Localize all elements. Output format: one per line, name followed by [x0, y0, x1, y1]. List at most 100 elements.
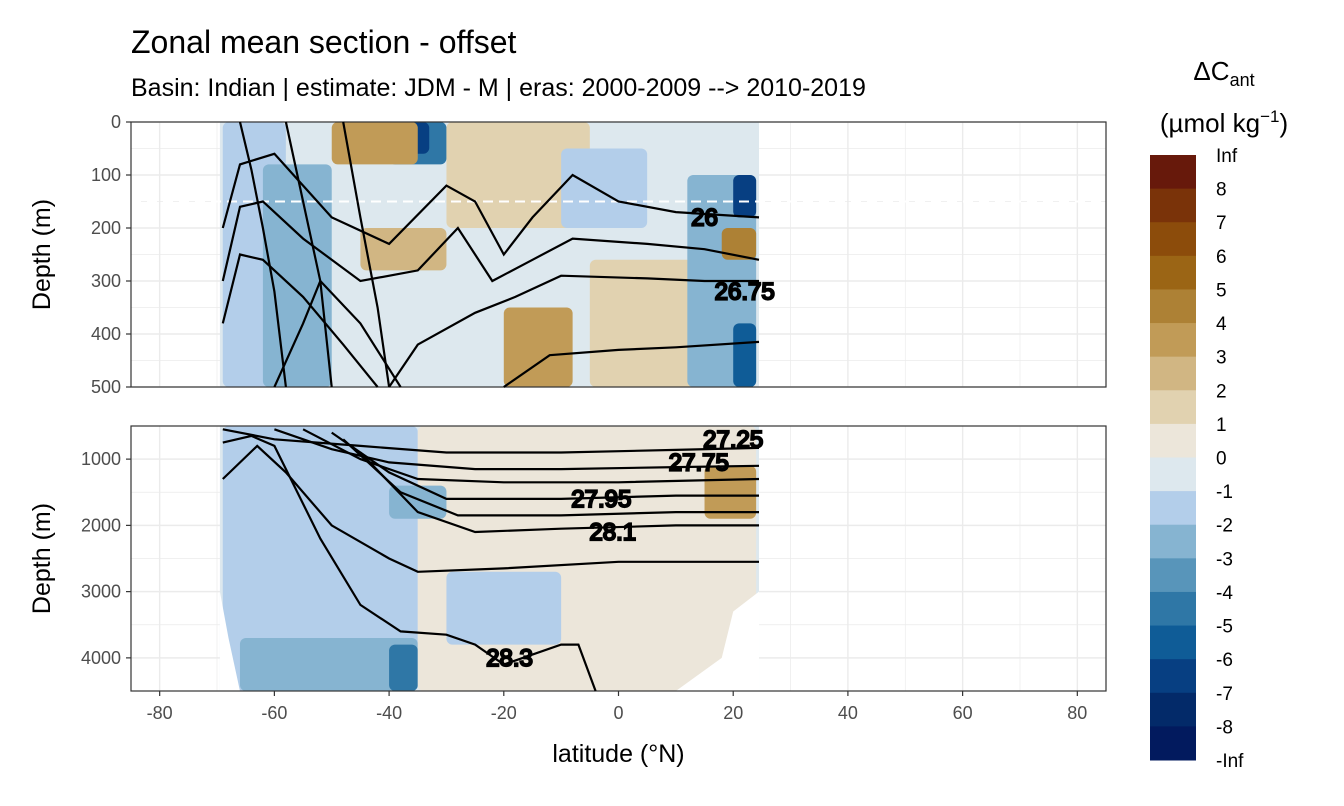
panel-upper: 0 100 200 300 400 500 Depth (m): [28, 112, 1107, 397]
field-patch: [589, 259, 705, 387]
legend-swatch: [1150, 423, 1196, 458]
legend-swatch: [1150, 222, 1196, 257]
legend-tick-label: -3: [1216, 549, 1233, 570]
x-tick-label: 0: [613, 703, 623, 723]
x-tick-label: 20: [723, 703, 743, 723]
legend-swatch: [1150, 491, 1196, 526]
contour-line: [342, 121, 391, 388]
x-tick-label: 40: [838, 703, 858, 723]
y-tick-label: 3000: [81, 582, 121, 602]
field-patch: [733, 175, 757, 218]
y-tick-label: 0: [111, 112, 121, 132]
legend-tick-label: 2: [1216, 381, 1227, 402]
legend-swatch: [1150, 155, 1196, 190]
x-axis: -80 -60 -40 -20 0 20 40 60 80 latitude (°N): [147, 691, 1087, 768]
legend-swatch: [1150, 558, 1196, 593]
legend-swatch: [1150, 356, 1196, 391]
legend-tick-label: -8: [1216, 717, 1233, 738]
topography-mask: [675, 591, 760, 691]
field-patch: [222, 426, 418, 691]
legend-swatch: [1150, 524, 1196, 559]
topography-mask: [219, 591, 240, 691]
legend-tick-label: 0: [1216, 449, 1227, 470]
legend-tick-label: 7: [1216, 213, 1227, 234]
legend-swatch: [1150, 255, 1196, 290]
field-patch: [331, 122, 418, 165]
contour-line: [222, 434, 597, 692]
contour-line: [388, 274, 759, 388]
x-tick-label: -60: [261, 703, 287, 723]
legend-tick-label: 5: [1216, 280, 1227, 301]
legend-swatch: [1150, 188, 1196, 223]
legend-swatch: [1150, 625, 1196, 660]
contour-line: [274, 428, 760, 471]
field-patch: [733, 323, 757, 387]
legend-tick-label: 1: [1216, 415, 1227, 436]
legend-tick-label: -1: [1216, 482, 1233, 503]
contour-label: 28.1: [589, 519, 636, 546]
contour-line: [221, 152, 760, 257]
contour-line: [302, 428, 760, 484]
field-patch: [721, 228, 757, 260]
x-tick-label: 60: [953, 703, 973, 723]
legend-swatch: [1150, 323, 1196, 358]
field-patch: [360, 228, 447, 271]
legend-tick-label: -Inf: [1216, 751, 1244, 772]
legend-tick-label: 8: [1216, 180, 1227, 201]
x-tick-label: 80: [1067, 703, 1087, 723]
x-tick-label: -80: [147, 703, 173, 723]
legend-tick-label: Inf: [1216, 146, 1238, 167]
field-patch: [561, 148, 648, 228]
y-tick-label: 200: [91, 218, 121, 238]
contour-label: 26: [691, 204, 718, 231]
legend-tick-label: 6: [1216, 247, 1227, 268]
contour-line: [284, 121, 333, 388]
contour-label: 28.3: [486, 645, 533, 672]
x-tick-label: -40: [376, 703, 402, 723]
field-patch: [446, 571, 562, 645]
y-axis-label: Depth (m): [28, 199, 56, 310]
legend-title: ΔCant: [1193, 56, 1254, 90]
legend-tick-label: -5: [1216, 617, 1233, 638]
y-tick-label: 300: [91, 271, 121, 291]
legend-swatch: [1150, 726, 1196, 761]
y-tick-label: 100: [91, 165, 121, 185]
y-tick-label: 500: [91, 377, 121, 397]
contour-line: [221, 200, 760, 283]
field-patch: [503, 307, 573, 387]
contour-line: [503, 340, 760, 388]
legend-swatch: [1150, 289, 1196, 324]
legend-tick-label: 4: [1216, 314, 1227, 335]
chart-title: Zonal mean section - offset: [131, 24, 517, 60]
chart-subtitle: Basin: Indian | estimate: JDM - M | eras…: [131, 74, 866, 102]
contour-line: [238, 121, 287, 388]
legend-tick-label: -2: [1216, 516, 1233, 537]
contour-line: [331, 431, 759, 500]
field-patch: [389, 644, 418, 691]
x-axis-label: latitude (°N): [552, 740, 684, 768]
legend-tick-label: -4: [1216, 583, 1233, 604]
legend-swatch: [1150, 591, 1196, 627]
y-tick-label: 400: [91, 324, 121, 344]
legend-unit: (µmol kg−1): [1160, 107, 1288, 138]
contour-line: [359, 451, 759, 534]
panel-border: [130, 121, 1107, 388]
y-axis-label: Depth (m): [28, 503, 56, 614]
legend-swatch: [1150, 692, 1196, 727]
legend-swatch: [1150, 390, 1196, 425]
contour-line: [222, 444, 759, 573]
y-tick-label: 2000: [81, 515, 121, 535]
contour-label: 27.95: [571, 486, 631, 513]
x-tick-label: -20: [491, 703, 517, 723]
contour-line: [222, 428, 760, 454]
contour-label: 27.75: [669, 449, 729, 476]
legend-swatch: [1150, 457, 1196, 492]
panel-lower: 1000 2000 3000 4000 Depth (m): [28, 425, 1107, 692]
contour-label: 26.75: [715, 279, 775, 306]
y-tick-label: 4000: [81, 648, 121, 668]
legend-tick-label: -7: [1216, 684, 1233, 705]
contour-label: 27.25: [703, 426, 763, 453]
